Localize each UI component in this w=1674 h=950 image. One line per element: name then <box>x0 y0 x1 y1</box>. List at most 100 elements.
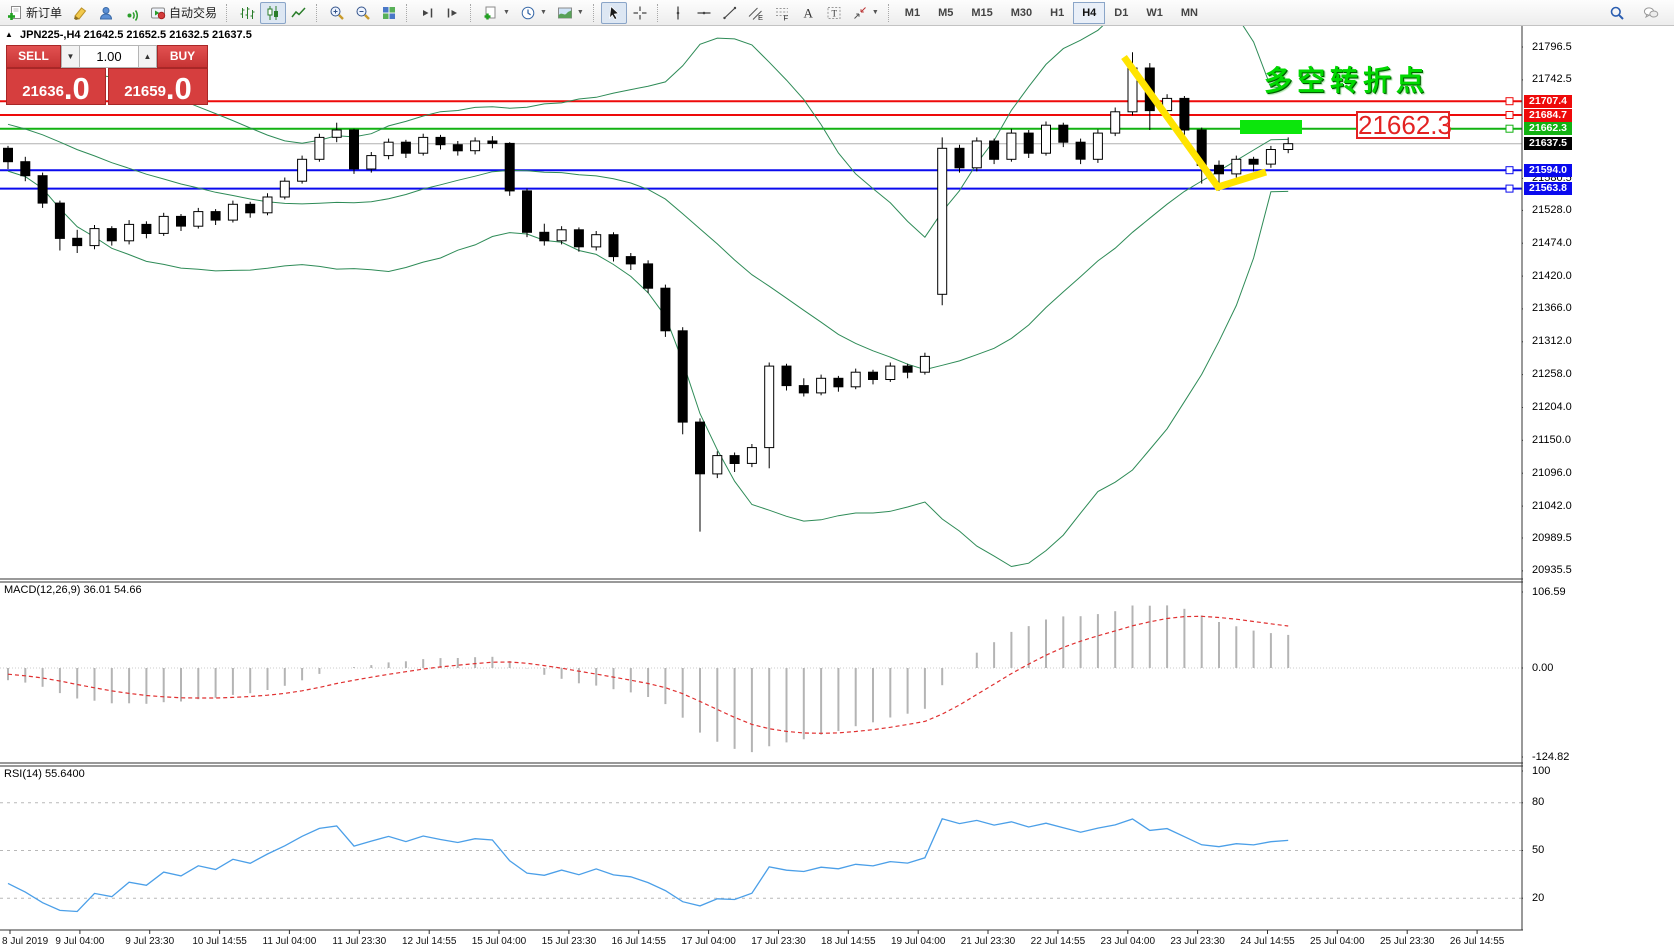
trendline-button[interactable] <box>717 2 743 24</box>
line-chart-icon <box>291 6 306 17</box>
channel-icon: E <box>748 7 763 21</box>
svg-text:17 Jul 23:30: 17 Jul 23:30 <box>751 936 806 947</box>
ohlc-values-label: 21642.5 21652.5 21632.5 21637.5 <box>83 29 252 41</box>
price-tick-label: 21042.0 <box>1532 499 1572 512</box>
zoom-out-icon <box>356 6 370 20</box>
volume-increase-button[interactable]: ▲ <box>138 45 157 68</box>
svg-text:12 Jul 14:55: 12 Jul 14:55 <box>402 936 457 947</box>
auto-scroll-button[interactable] <box>414 2 440 24</box>
sell-button[interactable]: SELL <box>6 45 61 68</box>
symbol-period-label: JPN225-,H4 <box>19 29 81 41</box>
price-tick-label: 21742.5 <box>1532 73 1572 86</box>
dropdown-caret-icon: ▼ <box>576 9 584 16</box>
text-button[interactable]: A <box>795 2 821 24</box>
profiles-button[interactable] <box>93 2 119 24</box>
price-tick-label: 21366.0 <box>1532 302 1572 315</box>
macd-tick-label: 0.00 <box>1532 661 1554 674</box>
dropdown-caret-icon: ▼ <box>539 9 547 16</box>
tile-windows-button[interactable] <box>376 2 402 24</box>
auto-scroll-icon <box>423 8 433 17</box>
zoom-in-button[interactable] <box>324 2 350 24</box>
svg-text:9 Jul 23:30: 9 Jul 23:30 <box>125 936 174 947</box>
chart-shift-button[interactable] <box>440 2 466 24</box>
marker-button[interactable] <box>67 2 93 24</box>
timeframe-m1-button[interactable]: M1 <box>896 2 929 24</box>
timeframe-d1-button[interactable]: D1 <box>1105 2 1137 24</box>
line-chart-button[interactable] <box>286 2 312 24</box>
search-button[interactable] <box>1604 2 1630 24</box>
svg-text:17 Jul 04:00: 17 Jul 04:00 <box>681 936 736 947</box>
svg-text:18 Jul 14:55: 18 Jul 14:55 <box>821 936 876 947</box>
price-chart-canvas[interactable]: MACD(12,26,9) 36.01 54.66 RSI(14) 55.6400… <box>0 26 1674 950</box>
volume-decrease-button[interactable]: ▼ <box>61 45 80 68</box>
horizontal-line-button[interactable] <box>691 2 717 24</box>
chat-button[interactable] <box>1638 2 1664 24</box>
text-a-icon: A <box>803 5 813 20</box>
chart-window: MACD(12,26,9) 36.01 54.66 RSI(14) 55.6400… <box>0 26 1674 950</box>
new-order-button[interactable]: 新订单 <box>2 2 67 24</box>
profiles-icon <box>100 6 113 19</box>
cursor-button[interactable] <box>600 1 627 24</box>
arrows-button[interactable]: ▼ <box>847 2 884 24</box>
svg-text:RSI(14) 55.6400: RSI(14) 55.6400 <box>4 768 85 780</box>
toolbar-separator <box>226 3 230 22</box>
line-price-label: 21594.0 <box>1524 163 1572 177</box>
equidistant-channel-button[interactable]: E <box>743 2 769 24</box>
ask-price-display[interactable]: 21659.0 <box>108 68 208 105</box>
svg-text:11 Jul 04:00: 11 Jul 04:00 <box>263 936 317 947</box>
crosshair-icon <box>633 6 647 19</box>
timeframe-w1-button[interactable]: W1 <box>1137 2 1172 24</box>
buy-button[interactable]: BUY <box>157 45 208 68</box>
line-price-label: 21563.8 <box>1524 182 1572 196</box>
periods-button[interactable]: ▼ <box>515 2 552 24</box>
vertical-line-button[interactable] <box>665 2 691 24</box>
new-chart-button[interactable]: ▼ <box>478 2 515 24</box>
fibonacci-button[interactable]: F <box>769 2 795 24</box>
fibonacci-icon: F <box>775 7 788 21</box>
timeframe-h1-button[interactable]: H1 <box>1041 2 1073 24</box>
macd-tick-label: -124.82 <box>1532 750 1570 763</box>
svg-text:19 Jul 04:00: 19 Jul 04:00 <box>891 936 946 947</box>
svg-text:25 Jul 23:30: 25 Jul 23:30 <box>1380 936 1435 947</box>
turning-point-annotation[interactable]: 多空转折点 <box>1264 65 1430 96</box>
autotrading-button-label: 自动交易 <box>169 6 218 20</box>
price-tick-label: 21528.0 <box>1532 203 1572 216</box>
tile-windows-icon <box>383 6 396 19</box>
autotrading-button[interactable]: 自动交易 <box>145 2 222 24</box>
clock-icon <box>521 6 535 19</box>
bar-chart-button[interactable] <box>234 2 260 24</box>
hline-icon <box>697 11 711 14</box>
text-label-button[interactable]: T <box>821 2 847 24</box>
bid-price-display[interactable]: 21636.0 <box>6 68 106 105</box>
timeframe-m15-button[interactable]: M15 <box>962 2 1001 24</box>
price-callout-box[interactable]: 21662.3 <box>1356 110 1452 140</box>
toolbar-separator <box>406 3 410 22</box>
timeframe-m30-button[interactable]: M30 <box>1002 2 1041 24</box>
toolbar-separator <box>470 3 474 22</box>
toolbar-separator <box>656 3 661 22</box>
svg-text:24 Jul 14:55: 24 Jul 14:55 <box>1240 936 1295 947</box>
volume-input[interactable]: 1.00 <box>80 45 138 68</box>
collapse-arrow-icon[interactable]: ▲ <box>5 30 13 39</box>
templates-button[interactable]: ▼ <box>552 2 589 24</box>
marker-icon <box>74 6 87 20</box>
svg-text:23 Jul 23:30: 23 Jul 23:30 <box>1170 936 1225 947</box>
timeframe-mn-button[interactable]: MN <box>1172 2 1207 24</box>
timeframe-m5-button[interactable]: M5 <box>929 2 962 24</box>
candle-chart-button[interactable] <box>260 1 287 24</box>
bid-price-main: 21636 <box>22 83 64 100</box>
trendline-icon <box>723 6 737 19</box>
highlight-zone <box>1240 120 1302 134</box>
zoom-out-button[interactable] <box>350 2 376 24</box>
price-axis[interactable]: 21796.5 21742.5 21580.5 21528.0 21474.0 21420… <box>1523 26 1674 950</box>
price-tick-label: 21420.0 <box>1532 269 1572 282</box>
search-icon <box>1610 6 1624 20</box>
new-order-icon <box>8 5 21 20</box>
signals-button[interactable] <box>119 2 145 24</box>
crosshair-button[interactable] <box>627 2 653 24</box>
svg-text:15 Jul 04:00: 15 Jul 04:00 <box>472 936 527 947</box>
bid-price-big-digit: .0 <box>63 71 90 106</box>
timeframe-h4-button[interactable]: H4 <box>1073 1 1106 24</box>
svg-text:A: A <box>803 5 813 20</box>
